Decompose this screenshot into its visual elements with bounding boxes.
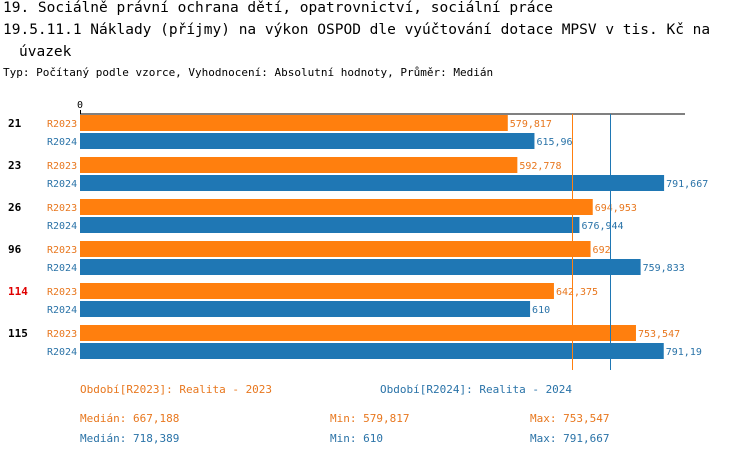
chart-subtitle: Typ: Počítaný podle vzorce, Vyhodnocení:…: [3, 66, 494, 79]
bar: [80, 283, 554, 299]
category-label: 21: [8, 117, 22, 130]
data-label: 610: [532, 305, 550, 316]
series-label: R2024: [47, 221, 77, 232]
series-label: R2024: [47, 179, 77, 190]
category-label: 114: [8, 285, 28, 298]
chart-title-line-1: 19. Sociálně právní ochrana dětí, opatro…: [3, 0, 553, 16]
data-label: 692: [593, 245, 611, 256]
data-label: 753,547: [638, 329, 680, 340]
stat-r2023-max: Max: 753,547: [530, 412, 610, 425]
data-label: 615,96: [536, 137, 572, 148]
series-label: R2023: [47, 119, 77, 130]
bar: [80, 175, 665, 191]
category-label: 26: [8, 201, 22, 214]
legend-r2024: Období[R2024]: Realita - 2024: [380, 383, 573, 396]
stat-r2024-max: Max: 791,667: [530, 432, 610, 445]
data-label: 791,19: [666, 347, 702, 358]
data-label: 759,833: [643, 263, 685, 274]
bar: [80, 325, 636, 341]
category-label: 96: [8, 243, 22, 256]
series-label: R2024: [47, 137, 77, 148]
series-label: R2023: [47, 245, 77, 256]
bar: [80, 133, 535, 149]
stat-r2023-median: Medián: 667,188: [80, 412, 180, 425]
data-label: 579,817: [510, 119, 552, 130]
data-label: 592,778: [519, 161, 561, 172]
x-axis-zero-label: 0: [77, 100, 83, 111]
bar: [80, 343, 664, 359]
category-label: 23: [8, 159, 21, 172]
data-label: 642,375: [556, 287, 598, 298]
series-label: R2023: [47, 161, 77, 172]
series-label: R2023: [47, 329, 77, 340]
category-label: 115: [8, 327, 28, 340]
stat-r2024-min: Min: 610: [330, 432, 383, 445]
bar: [80, 259, 641, 275]
legend-r2023: Období[R2023]: Realita - 2023: [80, 383, 273, 396]
data-label: 694,953: [595, 203, 637, 214]
series-label: R2023: [47, 203, 77, 214]
bar: [80, 217, 580, 233]
bar-chart: 0 21 R2023 579,817 R2024 615,96 23 R2023 592,778…: [8, 100, 708, 370]
bar: [80, 301, 531, 317]
bar: [80, 157, 518, 173]
series-label: R2024: [47, 347, 77, 358]
series-label: R2024: [47, 305, 77, 316]
series-label: R2024: [47, 263, 77, 274]
series-label: R2023: [47, 287, 77, 298]
data-label: 791,667: [666, 179, 708, 190]
data-label: 676,944: [581, 221, 623, 232]
bar: [80, 199, 593, 215]
chart-title-line-3: úvazek: [19, 44, 72, 60]
stat-r2023-min: Min: 579,817: [330, 412, 410, 425]
bar: [80, 115, 508, 131]
chart-title-line-2: 19.5.11.1 Náklady (příjmy) na výkon OSPO…: [3, 22, 711, 38]
stat-r2024-median: Medián: 718,389: [80, 432, 180, 445]
bar: [80, 241, 591, 257]
